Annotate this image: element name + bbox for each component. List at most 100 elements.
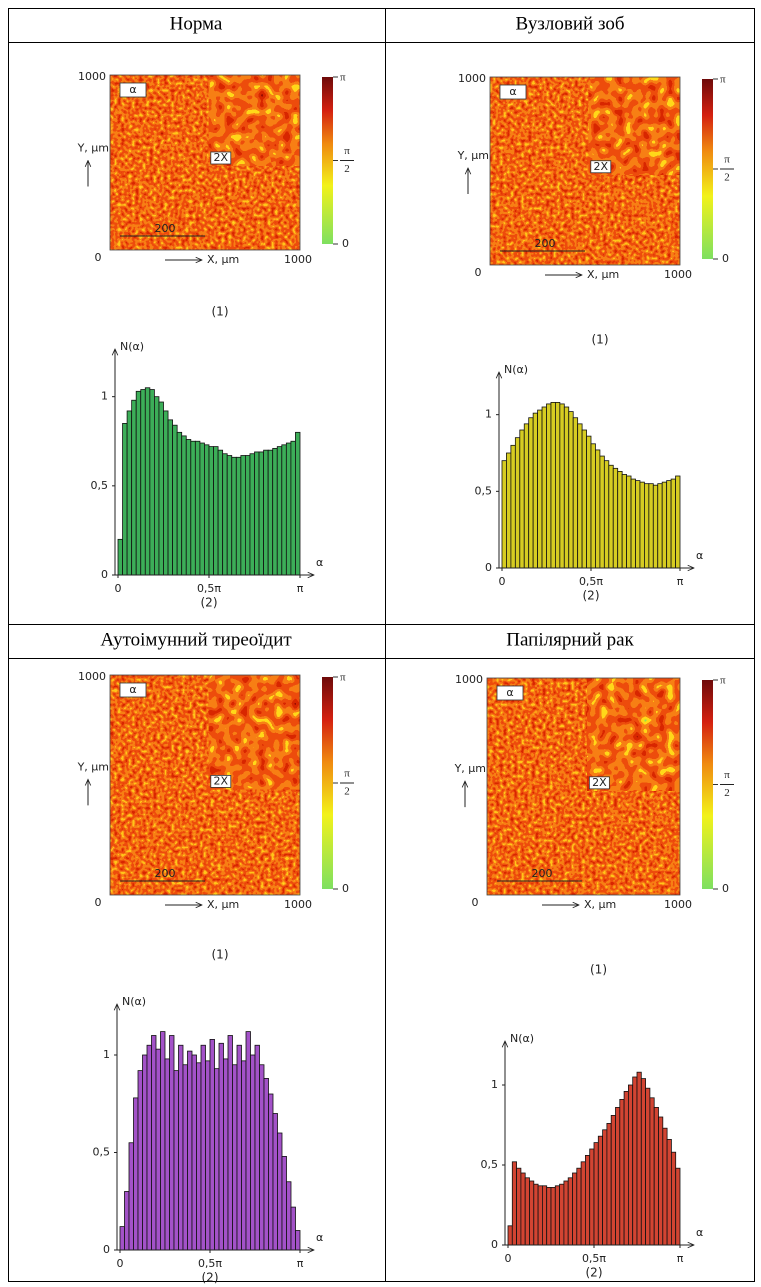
colorbar-bottom: 0 (722, 882, 729, 895)
bar (661, 481, 668, 569)
bar (610, 1115, 616, 1246)
bar (632, 1076, 638, 1246)
x-axis-label: α (316, 1231, 323, 1244)
bar (580, 1161, 586, 1246)
bar (163, 410, 169, 576)
bar (507, 1225, 513, 1246)
bar (254, 1044, 260, 1251)
bar (671, 1151, 677, 1246)
x-axis-label: α (316, 556, 323, 569)
table-grid (8, 8, 755, 1282)
bar (209, 1039, 215, 1251)
bar (272, 1113, 278, 1251)
bar (124, 1191, 130, 1251)
map-y-label: Y, μm (457, 149, 489, 162)
colorbar-bottom: 0 (342, 237, 349, 250)
bar (537, 1185, 543, 1246)
panel-header: Папілярний рак (506, 629, 634, 650)
bar (240, 455, 246, 576)
bar (666, 1139, 672, 1246)
scale-label: 200 (532, 867, 553, 880)
bar (559, 403, 565, 569)
bar (236, 1044, 242, 1251)
bar (131, 399, 137, 576)
bar (649, 1097, 655, 1246)
bar (554, 1185, 560, 1246)
colorbar-mid-num: π (344, 768, 350, 780)
bar (590, 443, 596, 569)
bar (167, 419, 174, 576)
bar (623, 1091, 629, 1246)
y-axis-label: N(α) (122, 995, 146, 1008)
bar (520, 1172, 526, 1246)
bar (204, 444, 210, 576)
bar (185, 439, 192, 576)
bar (140, 389, 146, 576)
bar (191, 1054, 197, 1251)
bar (559, 1183, 565, 1246)
y-tick-label: 0,5 (91, 479, 109, 492)
colorbar-mid-den: 2 (344, 163, 350, 175)
scale-label: 200 (535, 237, 556, 250)
bar (169, 1035, 175, 1251)
y-tick-label: 1 (101, 390, 108, 403)
colorbar-top: π (720, 74, 726, 86)
map-x-right: 1000 (284, 898, 312, 911)
bar (285, 442, 292, 576)
bar (644, 483, 650, 569)
bar (151, 1035, 157, 1251)
x-axis-label: α (696, 1226, 703, 1239)
bar (231, 456, 237, 576)
bar (585, 1155, 591, 1246)
map-caption: (1) (212, 305, 229, 319)
bar (593, 1142, 599, 1246)
bar (144, 387, 151, 576)
bar (568, 411, 574, 569)
bar (241, 1060, 247, 1251)
colorbar-mid-num: π (344, 145, 350, 157)
bar (597, 1135, 603, 1246)
bar (128, 1142, 134, 1251)
bar (529, 1180, 535, 1246)
map-border (486, 677, 681, 896)
bar (524, 1177, 530, 1246)
bar (546, 403, 552, 569)
bar (537, 409, 543, 569)
scale-label: 200 (155, 867, 176, 880)
inset-label: 2X (214, 151, 229, 164)
bar (176, 431, 183, 576)
x-tick-label: π (297, 1257, 304, 1270)
bar (542, 1185, 548, 1246)
bar (619, 1099, 625, 1246)
colorbar-mid-num: π (724, 769, 730, 781)
bar (550, 1187, 556, 1246)
bar (511, 1161, 517, 1246)
bar (135, 390, 142, 576)
bar (603, 460, 610, 569)
map-inset (588, 76, 681, 176)
x-tick-label: 0 (115, 582, 122, 595)
map-x-right: 1000 (284, 253, 312, 266)
bar (190, 440, 196, 576)
map-x-right: 1000 (664, 898, 692, 911)
y-tick-label: 0 (491, 1238, 498, 1251)
map-border (109, 74, 301, 251)
map-inset (208, 674, 301, 790)
bar (199, 442, 205, 576)
map-y-label: Y, μm (454, 762, 486, 775)
bar (218, 1042, 224, 1251)
bar (217, 449, 224, 576)
bar (254, 451, 260, 576)
bar (658, 1116, 664, 1246)
map-origin: 0 (95, 251, 102, 264)
map-title: α (129, 683, 136, 696)
inset-label: 2X (592, 776, 607, 789)
bar (223, 1058, 229, 1251)
x-tick-label: 0,5π (198, 1257, 222, 1270)
bar (599, 455, 605, 569)
map-border (489, 76, 681, 266)
bar (281, 1156, 287, 1251)
bar (232, 1064, 238, 1251)
bar (244, 455, 251, 576)
